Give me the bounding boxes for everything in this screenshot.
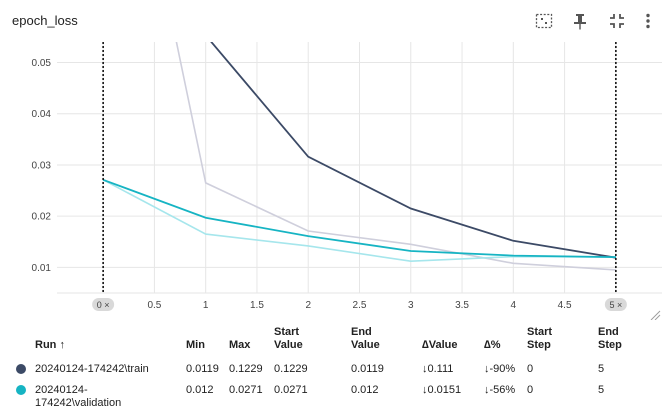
col-end-value-line2: Value <box>351 339 380 351</box>
y-tick-label: 0.04 <box>32 109 52 120</box>
start-value: 0.1229 <box>274 363 308 375</box>
end-step: 5 <box>598 384 605 396</box>
end-value: 0.012 <box>351 384 379 396</box>
collapse-icon <box>610 14 624 28</box>
range-marker-pill[interactable] <box>92 298 115 311</box>
run-color-swatch <box>16 385 26 395</box>
start-step: 0 <box>527 384 534 396</box>
series-smoothed-line <box>102 178 616 258</box>
y-tick-label: 0.05 <box>32 58 52 69</box>
run-name-line1: 20240124- <box>35 384 88 396</box>
start-step: 0 <box>527 363 534 375</box>
col-run[interactable]: Run ↑ <box>35 339 65 351</box>
range-marker-label[interactable]: 5 × <box>609 300 622 310</box>
col-end-value[interactable]: End Value <box>351 326 380 352</box>
col-delta-pct[interactable]: ∆% <box>484 339 501 351</box>
y-tick-label: 0.03 <box>32 160 52 171</box>
collapse-button[interactable] <box>606 10 628 32</box>
run-name-line2: 174242\validation <box>35 397 122 409</box>
pin-button[interactable] <box>569 10 591 32</box>
x-tick-label: 0.5 <box>147 300 161 311</box>
chart-title: epoch_loss <box>12 13 78 28</box>
col-end-step[interactable]: End Step <box>598 326 622 352</box>
fit-domain-button[interactable] <box>533 10 555 32</box>
max-value: 0.1229 <box>229 363 263 375</box>
col-start-value-line2: Value <box>274 339 303 351</box>
y-tick-label: 0.01 <box>32 263 52 274</box>
col-end-step-line2: Step <box>598 339 622 351</box>
x-tick-label: 3.5 <box>455 300 469 311</box>
col-start-step-line2: Step <box>527 339 551 351</box>
more-menu-button[interactable] <box>641 10 655 32</box>
col-min[interactable]: Min <box>186 339 205 351</box>
card-header: epoch_loss <box>0 0 662 42</box>
pin-icon <box>574 13 586 29</box>
delta-pct: ↓-90% <box>484 363 516 375</box>
resize-handle-icon <box>650 310 661 320</box>
col-end-value-line1: End <box>351 326 372 338</box>
series-raw-line <box>175 42 616 271</box>
x-tick-label: 3 <box>408 300 414 311</box>
col-delta-value[interactable]: ∆Value <box>422 339 458 351</box>
col-start-value[interactable]: Start Value <box>274 326 303 352</box>
x-tick-label: 2.5 <box>353 300 367 311</box>
min-value: 0.012 <box>186 384 214 396</box>
run-name: 20240124-174242\train <box>35 363 149 375</box>
end-step: 5 <box>598 363 605 375</box>
run-name: 20240124- 174242\validation <box>35 384 121 410</box>
chart-svg[interactable]: 0.5 1 1.5 2 2.5 3 3.5 4 4.5 0.01 0.02 0.03 0.04 0.05 0… <box>0 42 662 320</box>
col-start-value-line1: Start <box>274 326 300 338</box>
x-tick-label: 4.5 <box>558 300 572 311</box>
delta-pct: ↓-56% <box>484 384 516 396</box>
line-chart[interactable]: 0.5 1 1.5 2 2.5 3 3.5 4 4.5 0.01 0.02 0.03 0.04 0.05 0… <box>0 42 662 320</box>
x-tick-label: 4 <box>511 300 517 311</box>
run-color-swatch <box>16 364 26 374</box>
delta-value: ↓0.0151 <box>422 384 462 396</box>
x-tick-label: 1.5 <box>250 300 264 311</box>
end-value: 0.0119 <box>351 363 384 375</box>
col-max[interactable]: Max <box>229 339 251 351</box>
fit-domain-icon <box>535 13 553 29</box>
col-start-step-line1: Start <box>527 326 553 338</box>
series-smoothed-line <box>210 42 617 259</box>
x-tick-label: 2 <box>305 300 311 311</box>
col-end-step-line1: End <box>598 326 619 338</box>
min-value: 0.0119 <box>186 363 219 375</box>
col-start-step[interactable]: Start Step <box>527 326 552 352</box>
max-value: 0.0271 <box>229 384 263 396</box>
range-marker-label[interactable]: 0 × <box>97 300 110 310</box>
more-vert-icon <box>646 13 650 29</box>
x-tick-label: 1 <box>203 300 209 311</box>
delta-value: ↓0.111 <box>422 363 454 375</box>
range-marker-pill[interactable] <box>604 298 627 311</box>
start-value: 0.0271 <box>274 384 308 396</box>
y-tick-label: 0.02 <box>32 212 52 223</box>
